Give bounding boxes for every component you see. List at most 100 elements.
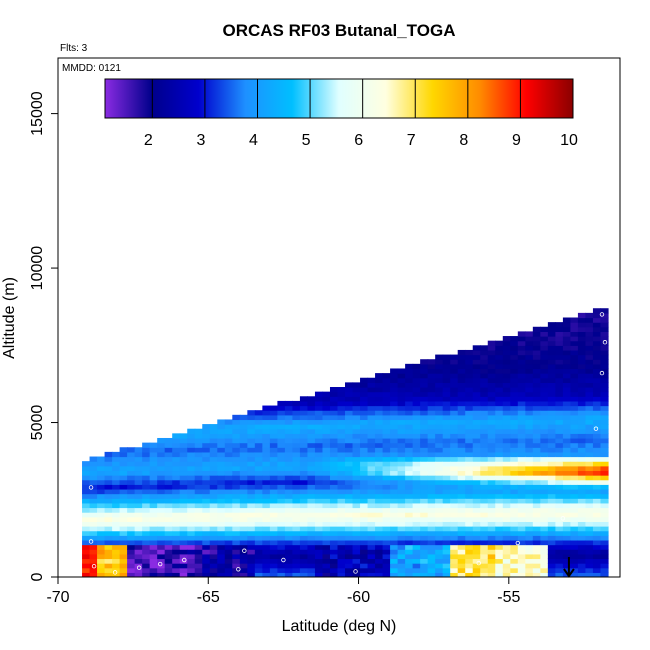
heatmap-cell	[299, 424, 309, 430]
heatmap-cell	[397, 572, 406, 577]
heatmap-cell	[367, 484, 376, 490]
heatmap-cell	[172, 563, 181, 569]
heatmap-cell	[262, 419, 271, 425]
heatmap-cell	[104, 558, 113, 564]
heatmap-cell	[224, 433, 233, 439]
heatmap-cell	[465, 354, 474, 360]
heatmap-cell	[157, 470, 166, 476]
heatmap-cell	[532, 373, 541, 379]
heatmap-cell	[457, 572, 466, 577]
heatmap-cell	[427, 465, 436, 472]
heatmap-cell	[134, 539, 143, 546]
heatmap-cell	[577, 442, 587, 448]
heatmap-cell	[390, 526, 399, 532]
heatmap-cell	[405, 419, 414, 425]
heatmap-cell	[187, 563, 196, 569]
heatmap-cell	[112, 544, 121, 550]
heatmap-cell	[397, 488, 406, 495]
heatmap-cell	[239, 516, 248, 522]
heatmap-cell	[562, 530, 572, 536]
heatmap-cell	[187, 512, 196, 518]
heatmap-cell	[254, 442, 263, 448]
heatmap-cell	[510, 461, 519, 467]
heatmap-cell	[360, 498, 369, 504]
heatmap-cell	[397, 530, 406, 536]
heatmap-cell	[510, 391, 519, 397]
heatmap-cell	[254, 516, 263, 522]
heatmap-cell	[217, 553, 226, 560]
heatmap-cell	[502, 502, 511, 509]
heatmap-cell	[577, 387, 587, 393]
heatmap-cell	[314, 567, 324, 573]
heatmap-cell	[397, 558, 406, 564]
heatmap-cell	[217, 484, 226, 490]
heatmap-cell	[164, 461, 173, 467]
heatmap-cell	[262, 493, 271, 499]
heatmap-cell	[82, 516, 91, 522]
heatmap-cell	[375, 567, 384, 573]
heatmap-cell	[97, 530, 106, 536]
heatmap-cell	[337, 516, 346, 522]
heatmap-cell	[179, 470, 188, 476]
heatmap-cell	[217, 512, 226, 518]
heatmap-cell	[142, 479, 151, 485]
heatmap-cell	[337, 400, 346, 407]
heatmap-cell	[420, 512, 429, 518]
heatmap-cell	[435, 465, 444, 472]
heatmap-cell	[570, 345, 579, 351]
heatmap-cell	[532, 405, 541, 411]
heatmap-cell	[390, 373, 399, 379]
heatmap-cell	[525, 424, 534, 430]
heatmap-cell	[329, 470, 339, 476]
heatmap-cell	[329, 479, 339, 485]
heatmap-cell	[532, 558, 541, 564]
heatmap-cell	[337, 526, 346, 532]
heatmap-cell	[209, 563, 218, 569]
heatmap-cell	[277, 530, 286, 536]
heatmap-cell	[187, 475, 196, 481]
heatmap-cell	[224, 498, 233, 504]
heatmap-cell	[390, 535, 399, 541]
heatmap-cell	[82, 461, 91, 467]
heatmap-cell	[435, 516, 444, 522]
heatmap-cell	[375, 516, 384, 522]
heatmap-cell	[570, 488, 579, 495]
heatmap-cell	[337, 553, 346, 560]
heatmap-cell	[465, 475, 474, 481]
heatmap-cell	[495, 382, 504, 388]
heatmap-cell	[329, 465, 339, 472]
heatmap-cell	[517, 521, 526, 527]
heatmap-cell	[450, 437, 459, 444]
heatmap-cell	[435, 410, 444, 416]
heatmap-cell	[525, 377, 534, 383]
heatmap-cell	[390, 405, 399, 411]
heatmap-cell	[104, 470, 113, 476]
heatmap-cell	[412, 363, 421, 370]
heatmap-cell	[232, 530, 241, 536]
heatmap-cell	[487, 507, 496, 513]
heatmap-cell	[277, 539, 286, 546]
heatmap-cell	[502, 405, 511, 411]
heatmap-cell	[284, 479, 294, 485]
heatmap-cell	[457, 461, 466, 467]
heatmap-cell	[292, 456, 301, 462]
heatmap-cell	[284, 400, 294, 407]
heatmap-cell	[397, 507, 406, 513]
heatmap-cell	[562, 470, 572, 476]
heatmap-cell	[405, 470, 414, 476]
heatmap-cell	[89, 470, 98, 476]
heatmap-cell	[232, 549, 241, 555]
heatmap-cell	[480, 400, 489, 407]
heatmap-cell	[487, 451, 496, 458]
heatmap-cell	[472, 512, 481, 518]
heatmap-cell	[314, 456, 324, 462]
heatmap-cell	[119, 456, 128, 462]
heatmap-cell	[277, 549, 286, 555]
heatmap-cell	[345, 405, 354, 411]
heatmap-cell	[172, 465, 181, 472]
heatmap-cell	[134, 572, 143, 577]
heatmap-cell	[442, 465, 451, 472]
heatmap-cell	[510, 340, 519, 346]
heatmap-cell	[495, 428, 504, 434]
heatmap-cell	[487, 373, 496, 379]
